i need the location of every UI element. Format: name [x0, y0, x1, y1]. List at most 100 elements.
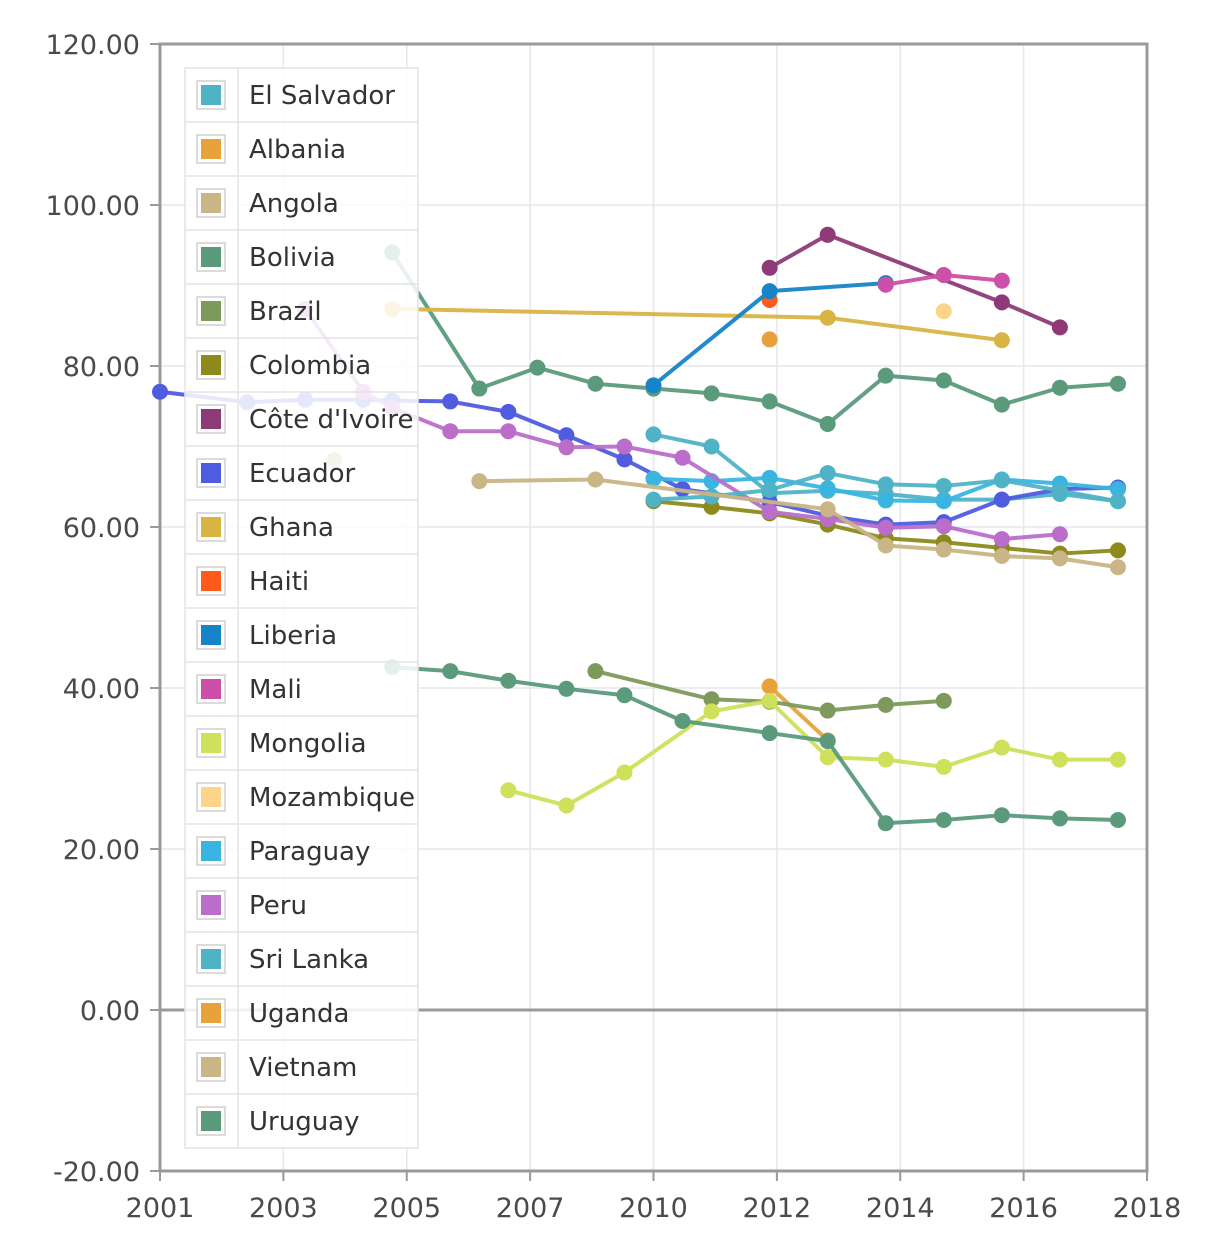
- data-point[interactable]: [1109, 559, 1126, 576]
- data-point[interactable]: [761, 481, 778, 498]
- legend-item-cote-d-ivoire[interactable]: Côte d'Ivoire: [185, 391, 418, 435]
- data-point[interactable]: [703, 691, 720, 708]
- data-point[interactable]: [877, 367, 894, 384]
- data-point[interactable]: [616, 438, 633, 455]
- data-point[interactable]: [877, 537, 894, 554]
- data-point[interactable]: [877, 751, 894, 768]
- data-point[interactable]: [819, 749, 836, 766]
- data-point[interactable]: [819, 415, 836, 432]
- data-point[interactable]: [761, 503, 778, 520]
- data-point[interactable]: [1051, 751, 1068, 768]
- data-point[interactable]: [587, 471, 604, 488]
- data-point[interactable]: [761, 678, 778, 695]
- series-mongolia[interactable]: [500, 692, 1126, 814]
- legend-item-mali[interactable]: Mali: [185, 661, 418, 705]
- data-point[interactable]: [152, 383, 168, 400]
- data-point[interactable]: [935, 493, 952, 510]
- data-point[interactable]: [761, 331, 778, 348]
- legend-item-albania[interactable]: Albania: [185, 121, 418, 165]
- data-point[interactable]: [761, 725, 778, 742]
- data-point[interactable]: [819, 480, 836, 497]
- data-point[interactable]: [935, 541, 952, 558]
- data-point[interactable]: [1051, 482, 1068, 499]
- data-point[interactable]: [442, 663, 459, 680]
- data-point[interactable]: [471, 380, 488, 397]
- data-point[interactable]: [993, 294, 1010, 311]
- legend-item-liberia[interactable]: Liberia: [185, 607, 418, 651]
- data-point[interactable]: [1051, 526, 1068, 543]
- legend-item-paraguay[interactable]: Paraguay: [185, 823, 418, 867]
- data-point[interactable]: [1109, 751, 1126, 768]
- data-point[interactable]: [587, 663, 604, 680]
- data-point[interactable]: [471, 473, 488, 490]
- series-line[interactable]: [507, 698, 1118, 808]
- data-point[interactable]: [761, 469, 778, 486]
- data-point[interactable]: [616, 451, 633, 468]
- data-point[interactable]: [645, 491, 662, 508]
- data-point[interactable]: [703, 385, 720, 402]
- data-point[interactable]: [935, 758, 952, 775]
- legend-item-angola[interactable]: Angola: [185, 175, 418, 219]
- series-line[interactable]: [594, 669, 944, 713]
- data-point[interactable]: [993, 396, 1010, 413]
- data-point[interactable]: [616, 687, 633, 704]
- data-point[interactable]: [1051, 319, 1068, 336]
- series-line[interactable]: [392, 306, 1003, 343]
- data-point[interactable]: [877, 492, 894, 509]
- data-point[interactable]: [877, 815, 894, 832]
- data-point[interactable]: [500, 672, 517, 689]
- data-point[interactable]: [819, 226, 836, 243]
- data-point[interactable]: [819, 309, 836, 326]
- data-point[interactable]: [674, 713, 691, 730]
- data-point[interactable]: [935, 303, 952, 320]
- series-vietnam[interactable]: [471, 471, 1126, 576]
- data-point[interactable]: [761, 259, 778, 276]
- series-bolivia[interactable]: [384, 244, 1126, 432]
- data-point[interactable]: [993, 739, 1010, 756]
- data-point[interactable]: [993, 491, 1010, 508]
- data-point[interactable]: [935, 812, 952, 829]
- data-point[interactable]: [442, 423, 459, 440]
- data-point[interactable]: [1109, 375, 1126, 392]
- data-point[interactable]: [500, 403, 517, 420]
- data-point[interactable]: [558, 439, 575, 456]
- legend-item-uganda[interactable]: Uganda: [185, 985, 418, 1029]
- data-point[interactable]: [935, 372, 952, 389]
- legend-item-el-salvador[interactable]: El Salvador: [196, 80, 395, 111]
- legend-item-sri-lanka[interactable]: Sri Lanka: [185, 931, 418, 975]
- legend-item-ghana[interactable]: Ghana: [185, 499, 418, 543]
- data-point[interactable]: [529, 359, 546, 376]
- data-point[interactable]: [674, 449, 691, 466]
- data-point[interactable]: [993, 472, 1010, 489]
- data-point[interactable]: [761, 692, 778, 709]
- data-point[interactable]: [935, 518, 952, 535]
- legend-item-uruguay[interactable]: Uruguay: [185, 1093, 418, 1137]
- legend-item-brazil[interactable]: Brazil: [185, 283, 418, 327]
- legend-item-mongolia[interactable]: Mongolia: [185, 715, 418, 759]
- data-point[interactable]: [703, 438, 720, 455]
- data-point[interactable]: [819, 702, 836, 719]
- legend-item-mozambique[interactable]: Mozambique: [185, 769, 418, 813]
- data-point[interactable]: [877, 696, 894, 713]
- series-line[interactable]: [768, 684, 830, 742]
- series-ghana[interactable]: [384, 300, 1010, 349]
- legend-item-bolivia[interactable]: Bolivia: [185, 229, 418, 273]
- series-mali[interactable]: [877, 267, 1010, 293]
- data-point[interactable]: [558, 797, 575, 814]
- data-point[interactable]: [703, 703, 720, 720]
- data-point[interactable]: [935, 477, 952, 494]
- data-point[interactable]: [500, 782, 517, 799]
- series-cote-d-ivoire[interactable]: [761, 226, 1068, 336]
- data-point[interactable]: [993, 531, 1010, 548]
- data-point[interactable]: [558, 427, 575, 444]
- data-point[interactable]: [1109, 481, 1126, 498]
- data-point[interactable]: [1051, 810, 1068, 827]
- series-liberia[interactable]: [645, 275, 894, 394]
- data-point[interactable]: [935, 692, 952, 709]
- data-point[interactable]: [442, 393, 459, 410]
- data-point[interactable]: [993, 807, 1010, 824]
- data-point[interactable]: [877, 519, 894, 536]
- data-point[interactable]: [993, 547, 1010, 564]
- data-point[interactable]: [587, 375, 604, 392]
- data-point[interactable]: [645, 470, 662, 487]
